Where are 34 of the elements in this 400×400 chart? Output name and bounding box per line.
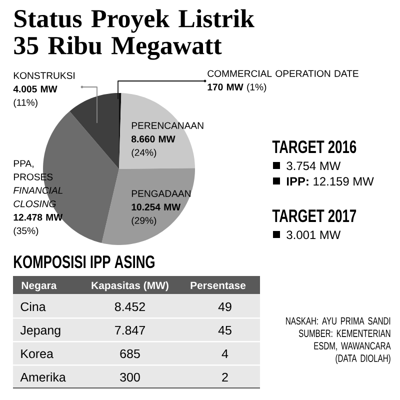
data-label: 4.005 MW (11%) [13, 86, 58, 108]
text: NASKAH: AYU PRIMA SANDI [286, 317, 390, 325]
data-label: 49 [218, 302, 232, 312]
text: 3.001 MW [286, 230, 341, 240]
data-label: 2 [222, 372, 228, 382]
slice-label: PENGADAAN [132, 190, 190, 197]
category-label: Cina [20, 302, 46, 312]
text: Negara [22, 282, 57, 292]
category-label: Amerika [20, 372, 66, 382]
text: SUMBER: KEMENTERIAN ESDM, WAWANCARA [298, 330, 391, 351]
text: (DATA DIOLAH) [336, 354, 390, 364]
data-label: 10.254 MW (29%) [132, 204, 181, 226]
text: Persentase [190, 282, 246, 290]
data-label: 300 [120, 372, 140, 382]
series-label: Kapasitas (MW) [92, 281, 168, 292]
chart-title: Status Proyek Listrik 35 Ribu Megawatt [14, 9, 254, 60]
data-label: 7.847 [115, 326, 145, 335]
category-label: Korea [21, 349, 54, 358]
data-label: 170 MW (1%) [208, 83, 266, 92]
text: IPP: 12.159 MW [286, 177, 374, 186]
data-label: 12.478 MW (35%) [14, 214, 63, 236]
data-label: 8.660 MW (24%) [131, 136, 176, 158]
data-label: 685 [120, 349, 140, 358]
slice-label: COMMERCIAL OPERATION DATE [208, 70, 358, 77]
text: TARGET 2016 [272, 140, 356, 154]
category-label: Jepang [20, 326, 60, 338]
text: KOMPOSISI IPP ASING [14, 255, 154, 268]
slice-label: KONSTRUKSI [14, 72, 74, 79]
data-label: 8.452 [114, 302, 145, 312]
data-label: 45 [218, 326, 232, 335]
text: TARGET 2017 [272, 209, 356, 222]
data-label: 4 [222, 349, 228, 358]
text: 3.754 MW [286, 162, 341, 170]
slice-label: PERENCANAAN [132, 122, 204, 129]
